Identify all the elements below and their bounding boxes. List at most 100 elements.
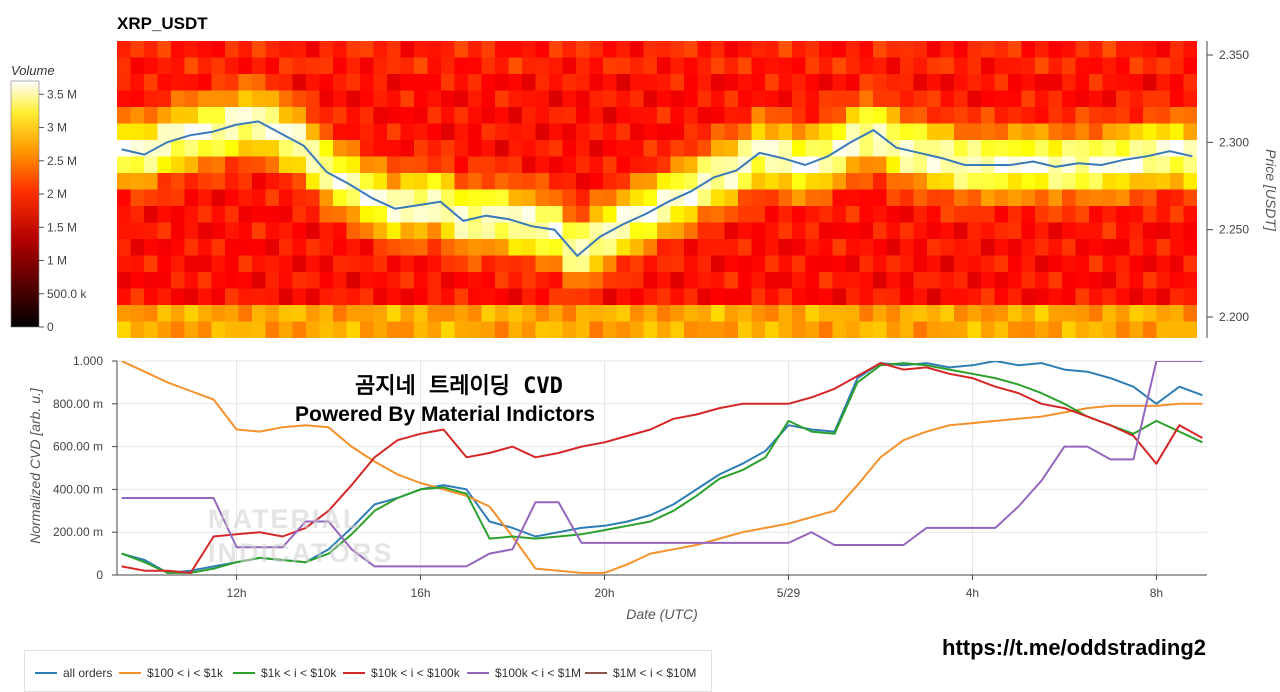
heatmap-cell (751, 57, 766, 75)
heatmap-cell (630, 189, 645, 207)
heatmap-cell (616, 305, 631, 323)
heatmap-cell (1089, 41, 1104, 59)
heatmap-cell (387, 222, 402, 240)
heatmap-cell (171, 74, 186, 92)
heatmap-cell (279, 123, 294, 141)
heatmap-cell (292, 239, 307, 257)
heatmap-cell (1008, 239, 1023, 257)
colorbar: 3.5 M 3 M 2.5 M 2 M 1.5 M 1 M 500.0 k 0 (10, 80, 87, 334)
heatmap-cell (481, 173, 496, 191)
heatmap-cell (441, 239, 456, 257)
heatmap-cell (157, 206, 172, 224)
heatmap-cell (562, 189, 577, 207)
heatmap-cell (859, 74, 874, 92)
heatmap-cell (684, 90, 699, 108)
heatmap-cell (940, 90, 955, 108)
heatmap-cell (265, 74, 280, 92)
heatmap-cell (657, 107, 672, 125)
heatmap-cell (1048, 288, 1063, 306)
heatmap-cell (927, 272, 942, 290)
legend-item[interactable]: all orders (35, 666, 112, 680)
heatmap-cell (1021, 140, 1036, 158)
legend-item[interactable]: $10k < i < $100k (343, 666, 460, 680)
heatmap-cell (387, 206, 402, 224)
heatmap-cell (1183, 123, 1197, 141)
heatmap-cell (535, 90, 550, 108)
telegram-link[interactable]: https://t.me/oddstrading2 (942, 635, 1206, 660)
heatmap-cell (333, 255, 348, 273)
legend-item[interactable]: $1k < i < $10k (233, 666, 336, 680)
heatmap-cell (238, 206, 253, 224)
heatmap-cell (117, 288, 132, 306)
heatmap-cell (643, 239, 658, 257)
cvd-x-tick-label: 12h (227, 586, 247, 600)
heatmap-cell (265, 272, 280, 290)
heatmap-cell (373, 255, 388, 273)
heatmap-cell (1116, 321, 1131, 338)
heatmap-cell (1170, 222, 1185, 240)
heatmap-cell (805, 173, 820, 191)
heatmap-cell (1170, 41, 1185, 59)
heatmap-cell (535, 272, 550, 290)
heatmap-cell (198, 156, 213, 174)
heatmap-cell (292, 255, 307, 273)
heatmap-cell (1075, 239, 1090, 257)
heatmap-cell (400, 74, 415, 92)
heatmap-cell (1075, 321, 1090, 338)
heatmap-cell (522, 123, 537, 141)
heatmap-cell (535, 206, 550, 224)
heatmap-cell (306, 272, 321, 290)
heatmap-cell (1102, 173, 1117, 191)
heatmap-cell (171, 321, 186, 338)
heatmap-cell (1089, 140, 1104, 158)
heatmap-cell (468, 41, 483, 59)
heatmap-cell (630, 272, 645, 290)
heatmap-cell (292, 140, 307, 158)
heatmap-cell (684, 156, 699, 174)
heatmap-cell (535, 255, 550, 273)
heatmap-cell (643, 222, 658, 240)
heatmap-cell (481, 189, 496, 207)
legend-item[interactable]: $100 < i < $1k (119, 666, 223, 680)
heatmap-cell (279, 156, 294, 174)
heatmap-cell (508, 140, 523, 158)
heatmap-cell (427, 74, 442, 92)
heatmap-cell (238, 239, 253, 257)
heatmap-cell (751, 74, 766, 92)
heatmap-cell (481, 272, 496, 290)
cvd-y-tick-label: 600.00 m (53, 440, 103, 454)
legend-item[interactable]: $1M < i < $10M (585, 666, 696, 680)
cvd-x-tick-label: 4h (966, 586, 979, 600)
price-tick-label: 2.350 (1219, 48, 1249, 62)
heatmap-cell (562, 305, 577, 323)
heatmap-cell (684, 140, 699, 158)
heatmap-cell (994, 90, 1009, 108)
heatmap-cell (495, 288, 510, 306)
heatmap-cell (1143, 288, 1158, 306)
heatmap-cell (414, 288, 429, 306)
heatmap-cell (1143, 107, 1158, 125)
heatmap-cell (333, 156, 348, 174)
heatmap-cell (846, 57, 861, 75)
heatmap-cell (144, 255, 159, 273)
heatmap-cell (1143, 305, 1158, 323)
heatmap-cell (184, 222, 199, 240)
heatmap-cell (670, 272, 685, 290)
heatmap-cell (292, 41, 307, 59)
heatmap-cell (657, 305, 672, 323)
heatmap-cell (198, 74, 213, 92)
heatmap-cell (346, 90, 361, 108)
heatmap-cell (468, 222, 483, 240)
heatmap-cell (1156, 321, 1171, 338)
heatmap-cell (1156, 189, 1171, 207)
legend-item[interactable]: $100k < i < $1M (467, 666, 581, 680)
heatmap-cell (1129, 57, 1144, 75)
heatmap-cell (954, 272, 969, 290)
heatmap-cell (913, 90, 928, 108)
heatmap-cell (387, 57, 402, 75)
heatmap-cell (319, 305, 334, 323)
heatmap-cell (1183, 156, 1197, 174)
heatmap-cell (670, 90, 685, 108)
heatmap-cell (792, 222, 807, 240)
heatmap-cell (319, 206, 334, 224)
